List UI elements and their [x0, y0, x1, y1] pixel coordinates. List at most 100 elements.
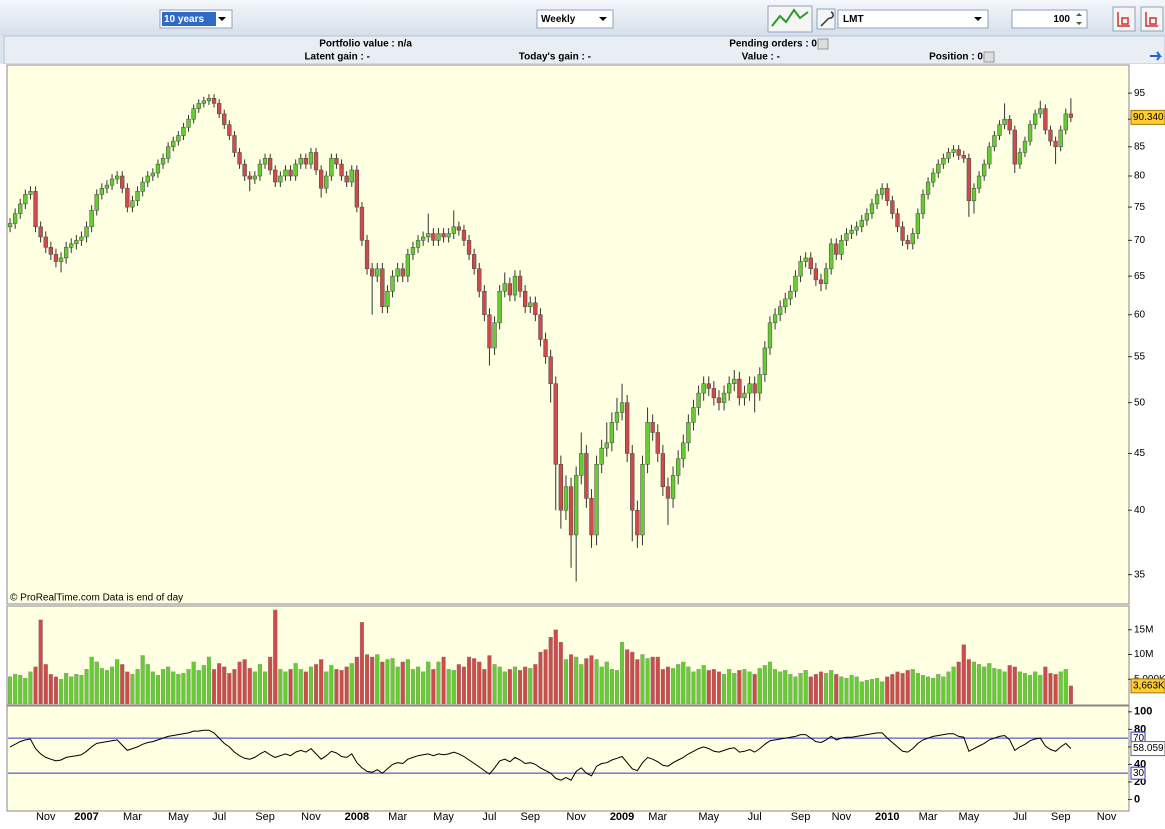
candle-body — [874, 194, 880, 205]
volume-bar — [314, 664, 319, 705]
candle-body — [84, 226, 89, 238]
value: Value : - — [742, 52, 780, 63]
candle-body — [650, 422, 655, 433]
candle-body — [589, 498, 594, 536]
volume-bar — [722, 674, 727, 705]
volume-bar — [359, 622, 365, 705]
x-tick-label: Mar — [388, 811, 407, 823]
volume-bar — [217, 663, 222, 705]
candle-body — [1058, 129, 1063, 148]
candle-body — [931, 172, 936, 183]
buy-button[interactable] — [1112, 6, 1136, 32]
volume-bar — [880, 681, 885, 705]
candle-body — [390, 275, 395, 292]
candle-body — [625, 402, 630, 454]
x-tick-label: 2007 — [74, 811, 98, 823]
candle-body — [864, 213, 870, 221]
candle-body — [813, 268, 819, 281]
orders-icon[interactable] — [817, 38, 829, 50]
candle-body — [395, 268, 400, 277]
volume-bar — [293, 663, 298, 705]
volume-bar — [416, 666, 421, 705]
candle-body — [120, 175, 125, 189]
volume-bar — [645, 658, 650, 705]
volume-bar — [905, 670, 910, 705]
candle-body — [563, 486, 569, 511]
y-tick-label: 45 — [1134, 448, 1146, 459]
sell-button[interactable] — [1140, 6, 1164, 32]
candle-body — [370, 268, 375, 277]
volume-bar — [875, 678, 880, 705]
volume-bar — [941, 676, 946, 705]
candle-body — [752, 383, 757, 394]
candle-body — [104, 184, 110, 189]
volume-bar — [441, 656, 446, 705]
candle-body — [778, 306, 783, 315]
candle-body — [691, 407, 696, 423]
candle-body — [1038, 108, 1043, 115]
last-price-label: 90.340 — [1133, 112, 1164, 123]
volume-bar — [94, 661, 99, 705]
volume-bar — [109, 666, 115, 705]
candle-body — [28, 191, 33, 195]
volume-bar — [992, 668, 997, 705]
volume-bar — [135, 669, 140, 705]
x-tick-label: Jul — [482, 811, 496, 823]
candle-body — [257, 163, 263, 177]
candle-body — [456, 226, 462, 231]
volume-bar — [824, 673, 829, 705]
volume-bar — [966, 659, 971, 705]
volume-bar — [706, 670, 711, 705]
quantity-input[interactable] — [1011, 9, 1088, 29]
last-volume-box — [1130, 678, 1165, 694]
buy-icon — [1117, 12, 1130, 27]
candle-body — [344, 175, 349, 183]
volume-bar — [584, 658, 589, 705]
volume-bar — [252, 671, 257, 705]
level-box — [1130, 766, 1146, 780]
volume-bar — [13, 674, 18, 705]
x-tick-label: Sep — [1051, 811, 1071, 823]
x-tick-label: Nov — [1097, 811, 1117, 823]
candle-body — [492, 322, 497, 349]
volume-bar — [339, 670, 344, 705]
candle-body — [757, 374, 762, 394]
volume-bar — [1058, 671, 1063, 705]
candle-body — [553, 383, 558, 465]
rsi-line — [9, 729, 1072, 781]
volume-bar — [604, 661, 609, 705]
volume-bar — [788, 674, 793, 705]
x-tick-label: May — [698, 811, 719, 823]
candle-body — [283, 169, 288, 177]
candle-body — [834, 243, 839, 255]
candle-body — [150, 172, 155, 177]
volume-bar — [273, 609, 278, 705]
candle-body — [900, 226, 905, 241]
interval-select[interactable] — [536, 9, 614, 29]
candle-body — [767, 322, 773, 349]
candle-body — [885, 187, 890, 201]
candle-body — [747, 383, 752, 394]
candle-body — [574, 475, 579, 536]
volume-bar — [625, 649, 630, 705]
volume-bar — [767, 661, 773, 705]
volume-bar — [518, 670, 523, 705]
volume-bar — [1043, 666, 1048, 705]
symbol-select[interactable] — [837, 9, 989, 29]
position-icon[interactable] — [983, 51, 995, 63]
candle-body — [12, 213, 18, 224]
volume-bar — [140, 655, 145, 705]
candle-body — [568, 486, 574, 536]
refresh-icon[interactable] — [1150, 51, 1162, 61]
spinner[interactable] — [1076, 13, 1082, 25]
candle-body — [451, 226, 456, 234]
settings-button[interactable] — [816, 8, 836, 30]
volume-bar — [79, 675, 84, 705]
candle-body — [364, 240, 370, 270]
candle-body — [206, 97, 212, 102]
candle-body — [160, 158, 166, 165]
chart-type-button[interactable] — [767, 5, 813, 33]
candle-body — [466, 240, 472, 255]
volume-bar — [696, 669, 701, 705]
candle-body — [839, 240, 844, 255]
